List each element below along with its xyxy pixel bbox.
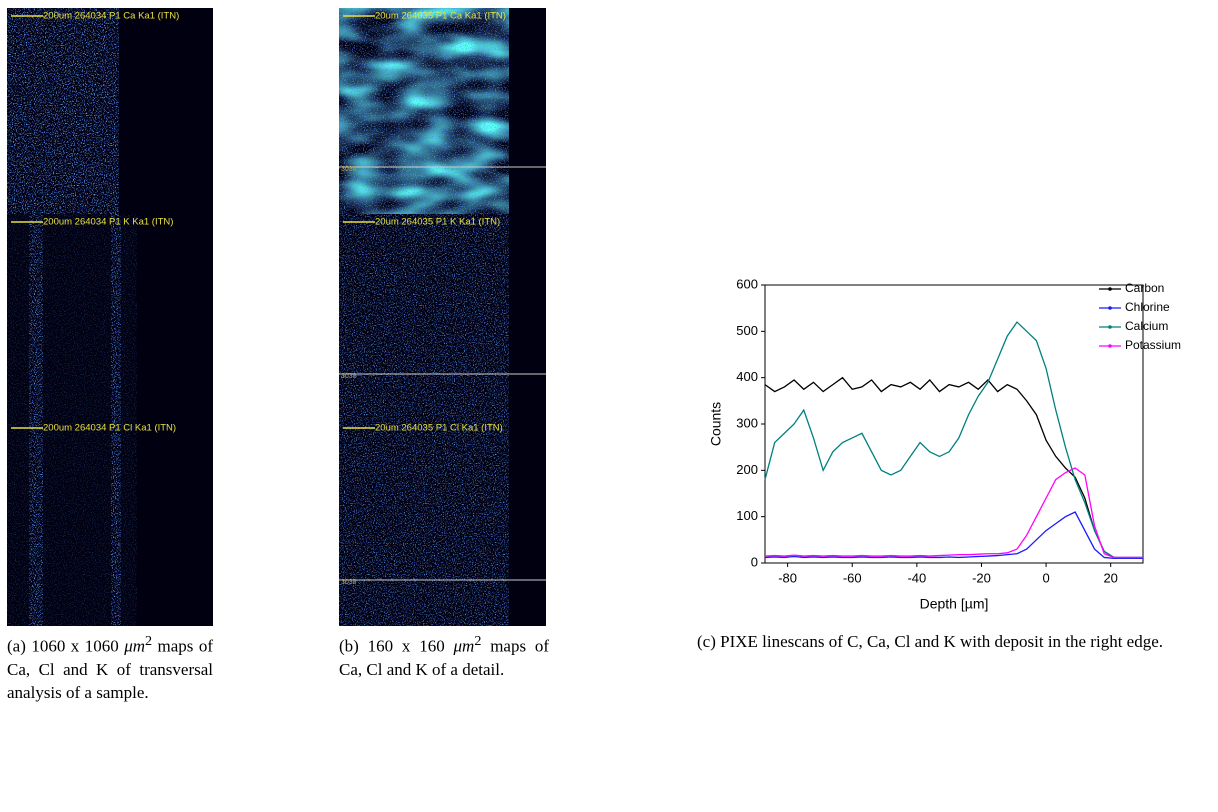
legend-marker [1108, 306, 1112, 310]
map-signal [339, 420, 509, 626]
caption-text: PIXE linescans of C, Ca, Cl and K with d… [720, 632, 1164, 651]
series-line [764, 321, 1143, 559]
map-label: 20um 264035 P1 K Ka1 (ITN) [375, 217, 500, 228]
map-signal [7, 8, 119, 214]
legend-marker [1108, 344, 1112, 348]
y-tick-label: 200 [736, 462, 758, 477]
map-label: 200um 264034 P1 Ca Ka1 (ITN) [43, 11, 179, 22]
series-line [764, 467, 1143, 559]
caption-sup: 2 [145, 633, 153, 649]
y-tick-label: 400 [736, 369, 758, 384]
legend-label: Carbon [1125, 281, 1164, 295]
x-tick-label: 20 [1103, 570, 1117, 585]
scan-marker: 3038 [341, 579, 357, 586]
scan-marker: 3038 [341, 166, 357, 173]
plot-frame [764, 284, 1144, 564]
caption-text: 160 x 160 [367, 636, 445, 656]
series-line [764, 376, 1143, 560]
x-tick-label: -60 [843, 570, 862, 585]
caption-sup: 2 [474, 633, 482, 649]
map-panels: 200um 264034 P1 Ca Ka1 (ITN) 200um 264034… [7, 8, 546, 626]
chart: 0 100 200 300 400 500 600 -80 -60 -40 -20 0 20 Depth … [708, 276, 1181, 611]
caption-label: (b) [339, 636, 359, 656]
y-tick-label: 600 [736, 276, 758, 291]
y-axis-label: Counts [708, 402, 724, 446]
map-signal [339, 8, 509, 214]
map-label: 200um 264034 P1 K Ka1 (ITN) [43, 217, 173, 228]
x-tick-label: 0 [1042, 570, 1049, 585]
legend-marker [1108, 287, 1112, 291]
caption-label: (c) [697, 632, 716, 651]
legend-marker [1108, 325, 1112, 329]
y-tick-label: 500 [736, 323, 758, 338]
x-tick-label: -80 [778, 570, 797, 585]
map-signal [339, 214, 509, 420]
scan-marker: 3038 [341, 373, 357, 380]
y-tick-label: 0 [751, 554, 758, 569]
y-tick-label: 100 [736, 508, 758, 523]
legend-label: Potassium [1125, 338, 1181, 352]
caption-c: (c) PIXE linescans of C, Ca, Cl and K wi… [697, 630, 1217, 653]
legend-label: Chlorine [1125, 300, 1170, 314]
caption-text: maps of Ca, Cl and K of a detail. [339, 636, 550, 679]
caption-b: (b) 160 x 160 μm2 maps of Ca, Cl and K o… [339, 630, 549, 681]
map-label: 20um 264035 P1 Cl Ka1 (ITN) [375, 423, 503, 434]
y-tick-label: 300 [736, 415, 758, 430]
x-axis-label: Depth [µm] [920, 596, 989, 612]
caption-label: (a) [7, 636, 26, 656]
map-signal [7, 214, 137, 420]
series-line [764, 511, 1143, 560]
caption-a: (a) 1060 x 1060 μm2 maps of Ca, Cl and K… [7, 630, 213, 704]
x-tick-label: -20 [972, 570, 991, 585]
caption-unit: μm [124, 636, 145, 656]
caption-unit: μm [453, 636, 475, 656]
caption-text: maps of Ca, Cl and K of transversal anal… [7, 636, 214, 702]
map-label: 20um 264035 P1 Ca Ka1 (ITN) [375, 11, 506, 22]
x-tick-label: -40 [907, 570, 926, 585]
legend-label: Calcium [1125, 319, 1168, 333]
map-signal [7, 420, 137, 626]
map-label: 200um 264034 P1 Cl Ka1 (ITN) [43, 423, 176, 434]
caption-text: 1060 x 1060 [31, 636, 119, 656]
